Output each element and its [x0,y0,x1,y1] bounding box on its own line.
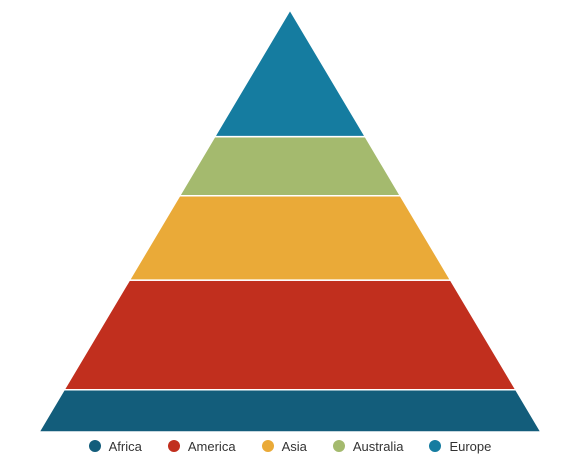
legend-item-europe[interactable]: Europe [429,439,491,454]
pyramid-segment-australia[interactable] [178,135,402,197]
pyramid-segment-africa[interactable] [38,389,542,433]
legend-marker-america [167,440,180,452]
legend-label-australia: Australia [352,438,404,454]
legend-item-asia[interactable]: Asia [261,438,307,454]
legend-marker-africa [88,440,101,452]
legend: Africa America Asia Australia Europe [0,436,580,456]
pyramid-segment-asia[interactable] [128,194,452,281]
legend-marker-europe [429,440,442,452]
legend-marker-australia [332,440,345,452]
legend-item-australia[interactable]: Australia [332,438,404,454]
pyramid-segment-america[interactable] [63,279,517,391]
legend-item-africa[interactable]: Africa [88,438,142,454]
legend-label-europe: Europe [449,438,492,454]
legend-item-america[interactable]: America [167,438,236,454]
legend-label-africa: Africa [108,438,142,454]
legend-marker-asia [261,440,274,452]
legend-label-america: America [187,438,236,454]
legend-label-asia: Asia [281,438,307,454]
pyramid-segment-europe[interactable] [213,9,367,138]
